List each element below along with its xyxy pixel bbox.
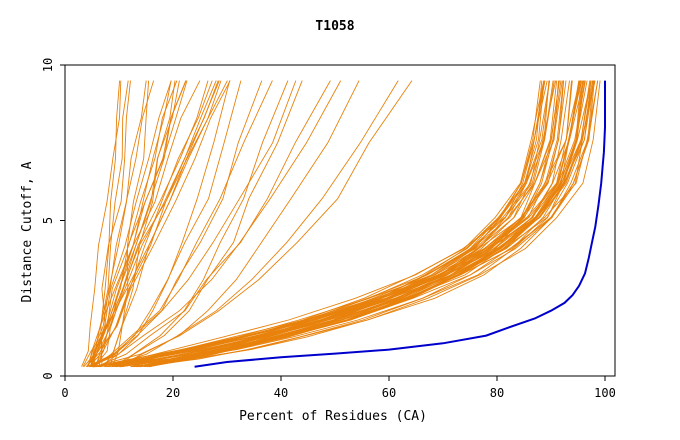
model-line	[147, 80, 584, 368]
model-line	[98, 80, 129, 367]
model-line	[111, 80, 150, 367]
model-line	[90, 80, 342, 368]
model-line	[100, 80, 581, 368]
model-line	[99, 80, 557, 368]
model-line	[93, 80, 585, 368]
model-line	[94, 80, 554, 368]
model-line	[91, 80, 187, 367]
y-tick-label: 10	[41, 58, 55, 72]
x-tick-label: 40	[274, 386, 288, 400]
y-axis-label: Distance Cutoff, A	[20, 161, 35, 302]
model-lines	[81, 80, 601, 368]
model-line	[81, 80, 122, 367]
model-line	[109, 80, 399, 368]
model-line	[149, 80, 541, 368]
x-tick-label: 80	[490, 386, 504, 400]
x-axis-label: Percent of Residues (CA)	[239, 409, 427, 424]
chart-title: T1058	[315, 19, 354, 34]
best-model-line	[194, 80, 606, 368]
x-tick-label: 100	[594, 386, 616, 400]
model-line	[95, 80, 213, 367]
model-line	[112, 80, 289, 368]
model-line	[94, 80, 273, 368]
highlight-line	[194, 80, 606, 368]
model-line	[83, 80, 222, 367]
model-line	[88, 80, 297, 368]
model-line	[85, 80, 219, 368]
model-line	[135, 80, 545, 368]
model-line	[140, 80, 558, 368]
x-axis: 0 20 40 60 80 100	[61, 376, 616, 400]
model-line	[94, 80, 172, 367]
model-line	[86, 80, 242, 368]
model-line	[133, 80, 595, 368]
model-line	[117, 80, 303, 368]
model-line	[118, 80, 360, 368]
model-line	[94, 80, 180, 367]
x-tick-label: 60	[382, 386, 396, 400]
y-tick-label: 0	[41, 372, 55, 379]
x-tick-label: 0	[61, 386, 68, 400]
model-line	[88, 80, 217, 367]
model-line	[130, 80, 593, 368]
model-line	[119, 80, 595, 368]
y-tick-label: 5	[41, 217, 55, 224]
y-axis: 0 5 10	[41, 58, 65, 380]
model-line	[96, 80, 331, 368]
x-tick-label: 20	[166, 386, 180, 400]
model-line	[92, 80, 585, 368]
